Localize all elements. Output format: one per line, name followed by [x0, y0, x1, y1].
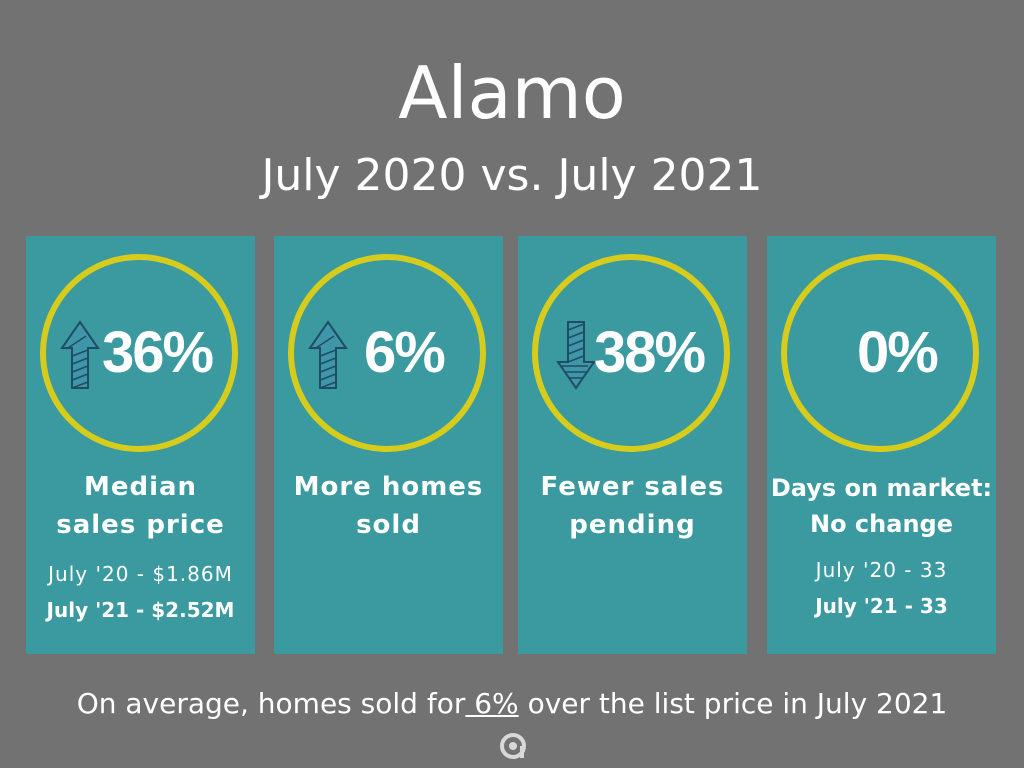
stat-ring — [781, 254, 979, 452]
footer-prefix: On average, homes sold for — [76, 687, 466, 720]
stat-card-sales-pending: 38% Fewer sales pending — [518, 236, 747, 654]
stat-label-line1: Days on market: — [770, 474, 993, 502]
footer-highlight: 6% — [465, 687, 519, 720]
brand-logo-icon — [500, 733, 526, 759]
current-value: July '21 - 33 — [815, 594, 948, 618]
stat-value: 6% — [364, 320, 446, 385]
footer-suffix: over the list price in July 2021 — [518, 687, 948, 720]
stat-label-line2: pending — [569, 510, 696, 540]
stat-label: More homes sold — [274, 468, 503, 544]
stat-value: 36% — [102, 320, 214, 385]
stat-label-line1: Fewer sales — [540, 472, 725, 502]
stat-ring — [288, 254, 486, 452]
arrow-up-icon — [308, 320, 348, 389]
page-title: Alamo — [398, 51, 626, 135]
prior-value: July '20 - 33 — [815, 558, 948, 582]
stat-label: Days on market: No change — [767, 470, 996, 542]
stat-card-days-on-market: 0% Days on market: No change July '20 - … — [767, 236, 996, 654]
stat-ring — [40, 254, 238, 452]
stat-label-line2: sold — [356, 510, 421, 540]
stat-label: Fewer sales pending — [518, 468, 747, 544]
current-value: July '21 - $2.52M — [46, 598, 235, 622]
stat-card-median-price: 36% Median sales price July '20 - $1.86M… — [26, 236, 255, 654]
stat-label-line2: No change — [810, 510, 953, 538]
footer-summary: On average, homes sold for 6% over the l… — [0, 684, 1024, 724]
stat-label-line2: sales price — [56, 510, 225, 540]
stat-label: Median sales price — [26, 468, 255, 544]
stat-value: 38% — [594, 320, 706, 385]
prior-value: July '20 - $1.86M — [48, 562, 233, 586]
arrow-down-icon — [556, 321, 596, 390]
stat-label-line1: Median — [83, 472, 198, 502]
stat-value: 0% — [857, 320, 939, 385]
stat-ring — [532, 254, 730, 452]
page-subtitle: July 2020 vs. July 2021 — [261, 150, 763, 201]
stat-label-line1: More homes — [293, 472, 484, 502]
stat-card-homes-sold: 6% More homes sold — [274, 236, 503, 654]
arrow-up-icon — [60, 320, 100, 389]
